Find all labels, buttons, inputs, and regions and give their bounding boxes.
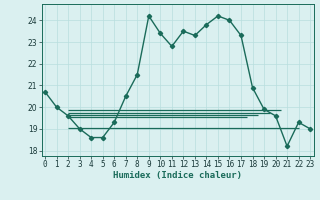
- X-axis label: Humidex (Indice chaleur): Humidex (Indice chaleur): [113, 171, 242, 180]
